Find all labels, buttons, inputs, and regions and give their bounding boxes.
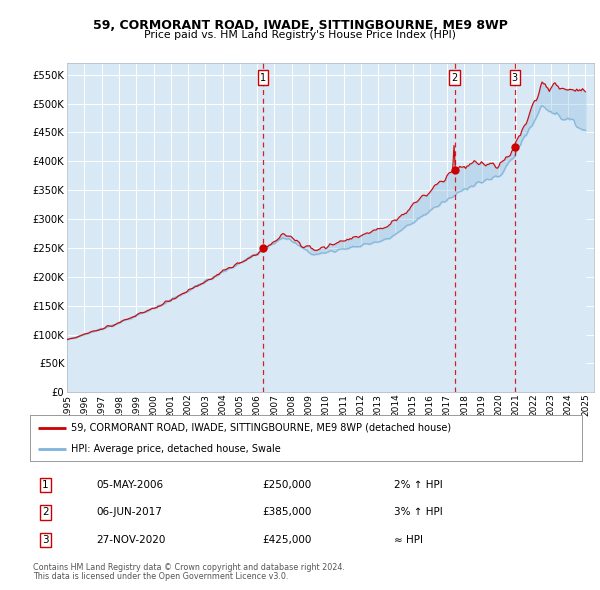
Text: 27-NOV-2020: 27-NOV-2020 <box>96 535 166 545</box>
Text: 59, CORMORANT ROAD, IWADE, SITTINGBOURNE, ME9 8WP (detached house): 59, CORMORANT ROAD, IWADE, SITTINGBOURNE… <box>71 423 452 433</box>
Text: HPI: Average price, detached house, Swale: HPI: Average price, detached house, Swal… <box>71 444 281 454</box>
Text: 3% ↑ HPI: 3% ↑ HPI <box>394 507 443 517</box>
Text: This data is licensed under the Open Government Licence v3.0.: This data is licensed under the Open Gov… <box>33 572 289 581</box>
Text: £250,000: £250,000 <box>262 480 311 490</box>
Text: ≈ HPI: ≈ HPI <box>394 535 424 545</box>
Text: 06-JUN-2017: 06-JUN-2017 <box>96 507 162 517</box>
Text: 2: 2 <box>42 507 49 517</box>
Text: 1: 1 <box>260 73 266 83</box>
Text: 05-MAY-2006: 05-MAY-2006 <box>96 480 163 490</box>
Text: 59, CORMORANT ROAD, IWADE, SITTINGBOURNE, ME9 8WP: 59, CORMORANT ROAD, IWADE, SITTINGBOURNE… <box>92 19 508 32</box>
Text: 2% ↑ HPI: 2% ↑ HPI <box>394 480 443 490</box>
Text: 1: 1 <box>42 480 49 490</box>
Text: Contains HM Land Registry data © Crown copyright and database right 2024.: Contains HM Land Registry data © Crown c… <box>33 563 345 572</box>
Text: £385,000: £385,000 <box>262 507 311 517</box>
Text: 3: 3 <box>42 535 49 545</box>
Text: 2: 2 <box>451 73 458 83</box>
Text: Price paid vs. HM Land Registry's House Price Index (HPI): Price paid vs. HM Land Registry's House … <box>144 30 456 40</box>
Text: £425,000: £425,000 <box>262 535 311 545</box>
Text: 3: 3 <box>512 73 518 83</box>
